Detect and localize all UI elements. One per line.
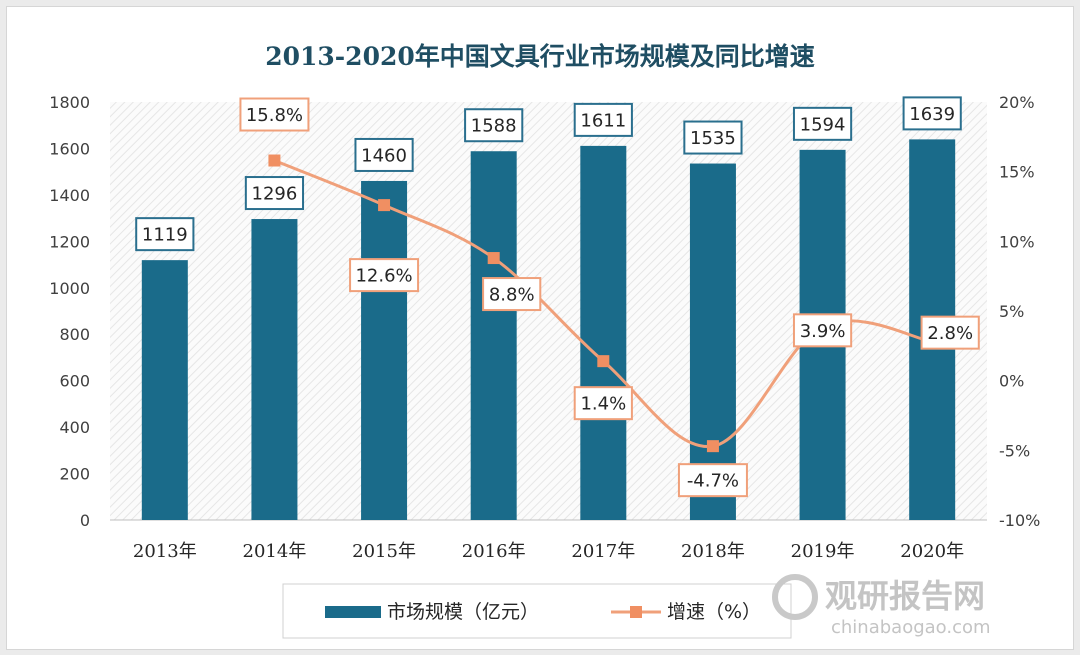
line-value-label: 3.9% xyxy=(800,321,846,342)
plot-background xyxy=(110,102,987,520)
y-right-tick-label: 0% xyxy=(999,372,1024,391)
y-left-tick-label: 800 xyxy=(59,325,90,344)
x-tick-label: 2017年 xyxy=(571,541,635,562)
x-tick-label: 2016年 xyxy=(462,541,526,562)
y-right-tick-label: 10% xyxy=(999,232,1035,251)
bar-value-label-box xyxy=(135,217,195,252)
bar-value-label: 1594 xyxy=(800,114,846,135)
line-value-label-box xyxy=(349,258,420,293)
bar-value-label: 1588 xyxy=(471,116,517,137)
y-left-tick-label: 1800 xyxy=(49,93,90,112)
watermark-url: chinabaogao.com xyxy=(831,617,991,638)
plot-area: 0 200 400 600 800 1000 1200 1400 1600 1800 -10% -5%… xyxy=(49,93,1040,562)
chart-frame: 2013-2020年中国文具行业市场规模及同比增速 0 200 400 600 800 1… xyxy=(6,6,1074,650)
x-tick-label: 2020年 xyxy=(900,541,964,562)
line-point xyxy=(268,154,281,167)
bar xyxy=(689,163,736,521)
bar-value-label: 1535 xyxy=(690,128,736,149)
chart-svg: 2013-2020年中国文具行业市场规模及同比增速 0 200 400 600 800 1… xyxy=(49,42,1040,639)
line-value-label: 1.4% xyxy=(580,394,626,415)
y-left-tick-label: 0 xyxy=(80,511,90,530)
x-tick-label: 2014年 xyxy=(243,541,307,562)
line-value-label-box xyxy=(482,277,542,312)
line-value-label: -4.7% xyxy=(687,471,739,492)
line-value-label-box xyxy=(677,463,748,498)
legend-bar-swatch xyxy=(325,606,381,618)
bar-value-label-box xyxy=(683,120,743,155)
line-value-label: 12.6% xyxy=(355,266,412,287)
watermark-name: 观研报告网 xyxy=(825,577,985,615)
y-left-tick-label: 1200 xyxy=(49,232,90,251)
line-point xyxy=(706,440,719,453)
bar-value-label-box xyxy=(244,176,305,211)
line-point xyxy=(378,199,391,212)
x-tick-label: 2018年 xyxy=(681,541,745,562)
line-value-label: 15.8% xyxy=(246,105,303,126)
y-left-tick-label: 200 xyxy=(59,465,90,484)
bar xyxy=(141,260,188,520)
y-right-tick-label: -10% xyxy=(999,511,1040,530)
y-left-tick-label: 400 xyxy=(59,418,90,437)
bar-value-label-box xyxy=(792,106,853,141)
y-left-tick-label: 600 xyxy=(59,372,90,391)
bar-value-label: 1119 xyxy=(142,225,188,246)
y-left-tick-label: 1000 xyxy=(49,279,90,298)
legend-line-label: 增速（%） xyxy=(667,601,761,623)
y-right-tick-label: 15% xyxy=(999,163,1035,182)
line-value-label-box xyxy=(573,386,633,421)
y-right-tick-label: -5% xyxy=(999,441,1030,460)
bar-value-label: 1460 xyxy=(361,145,407,166)
y-right-tick-label: 5% xyxy=(999,302,1024,321)
line-value-label-box xyxy=(920,315,980,350)
line-value-label: 2.8% xyxy=(927,323,973,344)
bar xyxy=(251,219,298,521)
line-point xyxy=(597,355,610,368)
x-tick-label: 2019年 xyxy=(791,541,855,562)
bar-value-label-box xyxy=(354,137,414,172)
line-value-label: 8.8% xyxy=(489,285,535,306)
chart-title: 2013-2020年中国文具行业市场规模及同比增速 xyxy=(265,42,815,71)
bar xyxy=(361,180,408,520)
line-value-label-box xyxy=(239,97,310,132)
x-tick-label: 2015年 xyxy=(352,541,416,562)
bar-value-label-box xyxy=(902,96,962,131)
line-point xyxy=(487,252,500,265)
bar-value-label: 1611 xyxy=(580,110,626,131)
bar-value-label-box xyxy=(573,102,633,137)
legend-line-marker xyxy=(630,606,642,618)
bar xyxy=(470,151,517,520)
y-left-tick-label: 1400 xyxy=(49,186,90,205)
bar-value-label: 1296 xyxy=(252,184,298,205)
y-right-tick-label: 20% xyxy=(999,93,1035,112)
legend: 市场规模（亿元） 增速（%） xyxy=(282,583,792,639)
line-value-label-box xyxy=(792,313,853,348)
x-tick-label: 2013年 xyxy=(133,541,197,562)
y-left-tick-label: 1600 xyxy=(49,139,90,158)
bar xyxy=(580,145,627,520)
bar-value-label: 1639 xyxy=(909,104,955,125)
bar-value-label-box xyxy=(464,108,524,143)
legend-bar-label: 市场规模（亿元） xyxy=(387,601,539,623)
watermark-logo-icon xyxy=(772,574,818,620)
